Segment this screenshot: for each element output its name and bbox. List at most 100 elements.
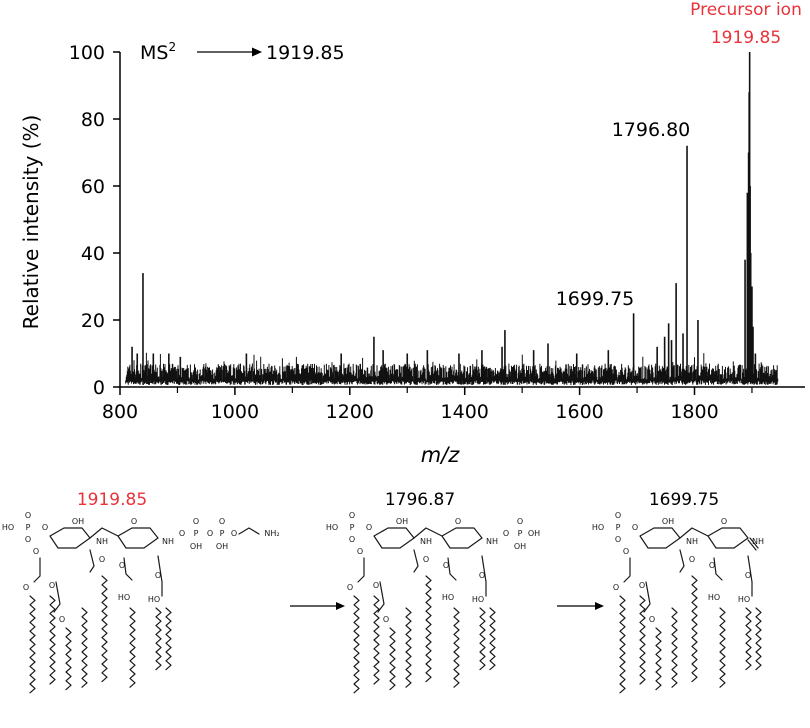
atom-label: HO (118, 593, 130, 602)
atom-label: OH (190, 542, 202, 551)
atom-label: P (518, 529, 523, 538)
atom-label: P (194, 529, 199, 538)
atom-label: O (357, 547, 363, 556)
atom-label: O (119, 561, 125, 570)
atom-label: P (350, 523, 355, 532)
bond (719, 607, 726, 688)
plot-area (125, 52, 779, 385)
bond (489, 607, 496, 671)
peak-annotation: 1699.75 (556, 288, 635, 310)
x-tick-label: 1200 (326, 401, 374, 423)
atom-label: O (373, 581, 379, 590)
atom-label: O (349, 535, 355, 544)
atom-label: NH (686, 537, 698, 546)
bond (643, 581, 651, 613)
ticks: 0 20 40 60 80 100 800 1000 1200 1400 1600 1800 (69, 42, 753, 423)
atom-label: P (26, 523, 31, 532)
atom-label: OH (72, 517, 84, 526)
y-tick-label: 0 (93, 377, 105, 399)
atom-label: HO (326, 523, 338, 532)
atom-label: NH (752, 537, 764, 546)
bond (481, 555, 487, 597)
atom-label: O (689, 555, 695, 564)
atom-label: O (613, 583, 619, 592)
bond (89, 527, 119, 539)
atom-label: O (349, 511, 355, 520)
atom-label: O (193, 517, 199, 526)
bond (53, 581, 61, 613)
bond (619, 595, 626, 694)
atom-label: O (25, 511, 31, 520)
bond (453, 607, 460, 688)
bond (373, 595, 380, 685)
bond (747, 555, 753, 597)
ms2-target: 1919.85 (266, 42, 345, 64)
atom-label: O (423, 555, 429, 564)
atom-label: NH (96, 537, 108, 546)
atom-label: O (155, 571, 161, 580)
structure-mass-label: 1796.87 (385, 490, 455, 510)
bond (413, 549, 419, 573)
atom-label: O (179, 529, 185, 538)
atom-label: O (231, 529, 237, 538)
atom-label: OH (528, 529, 540, 538)
atom-label: O (42, 523, 48, 532)
bond (713, 557, 723, 581)
x-tick-label: 1000 (211, 401, 259, 423)
bond (373, 527, 415, 549)
y-axis-label: Relative intensity (%) (19, 115, 43, 330)
atom-label: OH (216, 542, 228, 551)
atom-label: O (745, 571, 751, 580)
atom-label: O (25, 535, 31, 544)
peak-annotation: 1919.85 (711, 28, 781, 48)
atom-label: O (615, 535, 621, 544)
atom-label: O (709, 561, 715, 570)
atom-label: O (219, 517, 225, 526)
x-tick-label: 1400 (441, 401, 489, 423)
bond (117, 527, 159, 549)
atom-label: O (23, 583, 29, 592)
bond (679, 527, 709, 539)
atom-label: HO (472, 595, 484, 604)
bond (49, 527, 91, 549)
atom-label: HO (442, 593, 454, 602)
bond (165, 607, 172, 671)
atom-label: O (615, 511, 621, 520)
bond (671, 607, 678, 688)
atom-label: HO (2, 523, 14, 532)
bond (405, 607, 412, 688)
bond (129, 607, 136, 688)
y-tick-label: 80 (81, 109, 105, 131)
peak-annotation: 1796.80 (612, 119, 691, 141)
bond (101, 575, 108, 683)
bond (441, 527, 483, 549)
y-tick-label: 20 (81, 310, 105, 332)
atom-label: HO (592, 523, 604, 532)
bond (389, 627, 396, 691)
bond (377, 581, 385, 613)
atom-label: O (639, 581, 645, 590)
atom-label: O (347, 583, 353, 592)
atom-label: O (33, 547, 39, 556)
bond (353, 595, 360, 694)
atom-label: P (616, 523, 621, 532)
atom-label: O (721, 517, 727, 526)
bond (49, 595, 56, 685)
atom-label: O (49, 581, 55, 590)
y-tick-label: 40 (81, 243, 105, 265)
atom-label: O (455, 517, 461, 526)
x-axis-label: m/z (421, 443, 461, 467)
process-arrow-1 (290, 602, 345, 610)
ms-level-text: MS2 (140, 40, 176, 64)
bond (65, 627, 72, 691)
peak-annotation: Precursor ion (690, 0, 802, 20)
x-tick-label: 1600 (555, 401, 603, 423)
bond (747, 539, 757, 551)
bond (623, 557, 631, 583)
atom-label: O (207, 529, 213, 538)
atom-label: HO (738, 595, 750, 604)
bond (238, 527, 260, 535)
bond (33, 557, 41, 583)
